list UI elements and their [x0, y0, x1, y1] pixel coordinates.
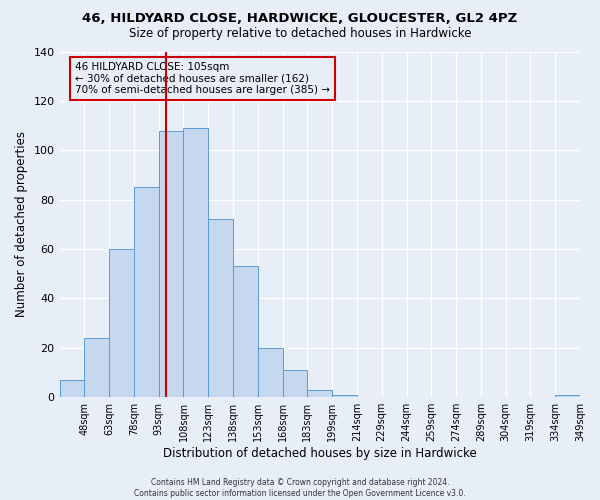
Bar	[233, 266, 258, 397]
Bar	[555, 394, 580, 397]
Bar	[332, 394, 357, 397]
Bar	[307, 390, 332, 397]
Bar	[184, 128, 208, 397]
Bar	[258, 348, 283, 397]
Bar	[109, 249, 134, 397]
Bar	[208, 220, 233, 397]
Bar	[59, 380, 85, 397]
Bar	[283, 370, 307, 397]
Bar	[158, 130, 184, 397]
X-axis label: Distribution of detached houses by size in Hardwicke: Distribution of detached houses by size …	[163, 447, 476, 460]
Y-axis label: Number of detached properties: Number of detached properties	[15, 132, 28, 318]
Text: 46 HILDYARD CLOSE: 105sqm
← 30% of detached houses are smaller (162)
70% of semi: 46 HILDYARD CLOSE: 105sqm ← 30% of detac…	[75, 62, 330, 95]
Text: Contains HM Land Registry data © Crown copyright and database right 2024.
Contai: Contains HM Land Registry data © Crown c…	[134, 478, 466, 498]
Text: 46, HILDYARD CLOSE, HARDWICKE, GLOUCESTER, GL2 4PZ: 46, HILDYARD CLOSE, HARDWICKE, GLOUCESTE…	[82, 12, 518, 26]
Bar	[85, 338, 109, 397]
Bar	[134, 188, 158, 397]
Text: Size of property relative to detached houses in Hardwicke: Size of property relative to detached ho…	[129, 28, 471, 40]
